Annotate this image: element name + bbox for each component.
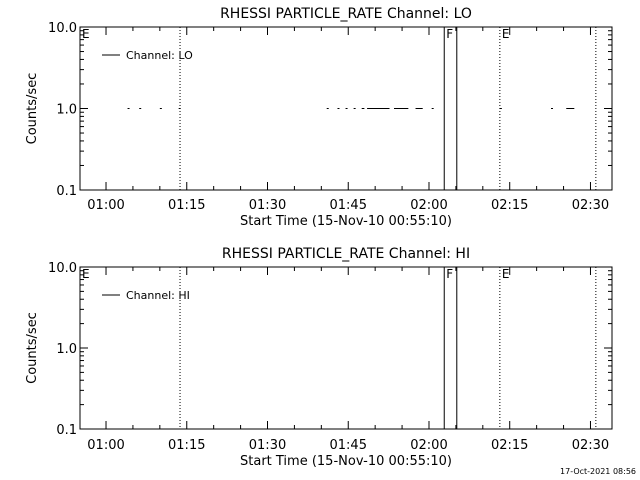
event-marker-label: F: [446, 267, 453, 281]
y-tick-label: 0.1: [56, 184, 77, 199]
x-axis-label: Start Time (15-Nov-10 00:55:10): [240, 454, 452, 469]
x-tick-label: 02:15: [491, 198, 528, 213]
x-tick-label: 02:00: [410, 198, 447, 213]
x-tick-label: 01:00: [87, 438, 124, 453]
legend-label: Channel: LO: [126, 49, 193, 62]
panel-hi: RHESSI PARTICLE_RATE Channel: HI 0.1 1.0 10…: [25, 246, 613, 469]
x-tick-label: 02:30: [572, 438, 609, 453]
x-tick-label: 01:45: [330, 198, 367, 213]
x-tick-label: 02:30: [572, 198, 609, 213]
y-tick-label: 0.1: [56, 423, 77, 438]
x-tick-label: 01:30: [249, 438, 286, 453]
event-marker-label: F: [446, 27, 453, 41]
x-tick-label: 01:00: [87, 198, 124, 213]
event-marker-label: E: [502, 27, 510, 41]
event-marker-label: E: [502, 267, 510, 281]
legend-label: Channel: HI: [126, 289, 190, 302]
event-marker-label: E: [82, 27, 90, 41]
y-tick-label: 1.0: [56, 342, 77, 357]
x-tick-label: 01:45: [330, 438, 367, 453]
y-tick-label: 10.0: [48, 21, 77, 36]
x-tick-label: 02:00: [410, 438, 447, 453]
y-tick-label: 10.0: [48, 261, 77, 276]
x-tick-label: 01:30: [249, 198, 286, 213]
x-tick-label: 01:15: [168, 198, 205, 213]
event-marker-label: E: [82, 267, 90, 281]
y-axis-label: Counts/sec: [25, 73, 40, 145]
panel-lo: RHESSI PARTICLE_RATE Channel: LO 0.1 1.0 10…: [25, 6, 613, 229]
x-tick-label: 02:15: [491, 438, 528, 453]
x-axis-label: Start Time (15-Nov-10 00:55:10): [240, 214, 452, 229]
y-tick-label: 1.0: [56, 103, 77, 118]
chart-title: RHESSI PARTICLE_RATE Channel: LO: [220, 6, 472, 22]
x-tick-label: 01:15: [168, 438, 205, 453]
footer-timestamp: 17-Oct-2021 08:56: [560, 467, 636, 476]
y-axis-label: Counts/sec: [25, 312, 40, 384]
chart-title: RHESSI PARTICLE_RATE Channel: HI: [222, 246, 470, 262]
